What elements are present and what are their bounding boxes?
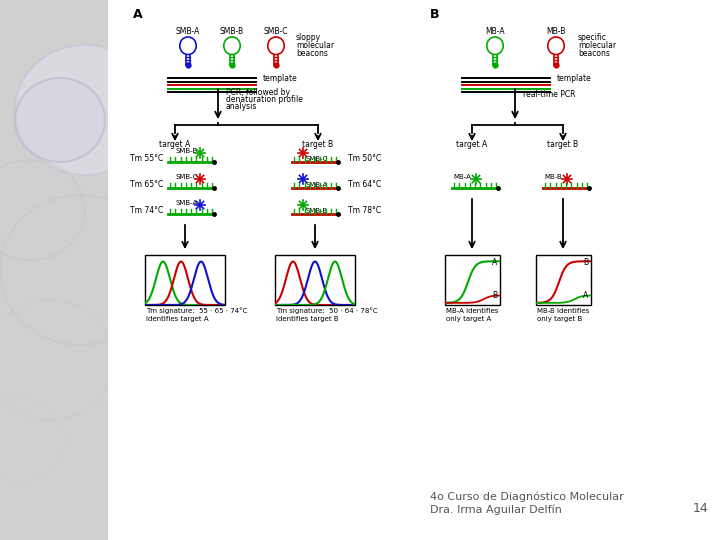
Text: Tm 74°C: Tm 74°C [130,206,163,215]
Text: SMB-A: SMB-A [305,182,328,188]
Text: MB-A identifies: MB-A identifies [446,308,498,314]
Text: SMB-B: SMB-B [176,148,198,154]
Text: MB-B identifies: MB-B identifies [537,308,589,314]
Text: Tm 55°C: Tm 55°C [130,154,163,163]
Text: target B: target B [302,140,333,149]
Text: SMB-B: SMB-B [305,208,327,214]
Text: only target B: only target B [537,316,582,322]
Ellipse shape [15,45,155,175]
Text: Dra. Irma Aguilar Delfín: Dra. Irma Aguilar Delfín [430,504,562,515]
Text: MB-B: MB-B [544,174,562,180]
Text: Tm 64°C: Tm 64°C [348,180,382,189]
Text: B: B [492,291,498,300]
Text: denaturation profile: denaturation profile [226,95,303,104]
Text: A: A [492,258,498,267]
Bar [108,0,720,540]
Text: target A: target A [456,140,487,149]
Text: target A: target A [159,140,191,149]
Bar [445,255,500,305]
Text: Tm signature:  50 · 64 · 78°C: Tm signature: 50 · 64 · 78°C [276,307,377,314]
Text: SMB-C: SMB-C [176,174,198,180]
Text: SMB-C: SMB-C [305,156,328,162]
Text: Tm signature:  55 · 65 · 74°C: Tm signature: 55 · 65 · 74°C [146,307,248,314]
Text: 4o Curso de Diagnóstico Molecular: 4o Curso de Diagnóstico Molecular [430,491,624,502]
Bar [145,255,225,305]
Text: template: template [263,74,298,83]
Text: molecular: molecular [296,41,334,50]
Text: SMB-C: SMB-C [264,27,288,36]
Text: SMB-B: SMB-B [220,27,244,36]
Text: specific: specific [578,33,607,42]
Text: template: template [557,74,592,83]
Text: SMB-A: SMB-A [176,27,200,36]
Bar [275,255,355,305]
Text: only target A: only target A [446,316,491,322]
Text: B: B [583,258,588,267]
Text: sloppy: sloppy [296,33,321,42]
Text: MB-A: MB-A [453,174,471,180]
Text: Tm 65°C: Tm 65°C [130,180,163,189]
Text: Tm 78°C: Tm 78°C [348,206,381,215]
Text: 14: 14 [692,502,708,515]
Text: target B: target B [547,140,579,149]
Text: beacons: beacons [296,49,328,58]
Text: MB-A: MB-A [485,27,505,36]
Text: A: A [583,291,588,300]
Bar [536,255,591,305]
Text: beacons: beacons [578,49,610,58]
Text: identifies target A: identifies target A [146,316,209,322]
Text: analysis: analysis [226,102,257,111]
Ellipse shape [15,78,105,162]
Text: Tm 50°C: Tm 50°C [348,154,382,163]
Text: SMB-A: SMB-A [176,200,198,206]
Text: identifies target B: identifies target B [276,316,338,322]
Text: molecular: molecular [578,41,616,50]
Text: PCR, followed by: PCR, followed by [226,88,290,97]
Bar [0,0,108,540]
Text: real-time PCR: real-time PCR [523,90,575,99]
Text: B: B [430,8,439,21]
Text: MB-B: MB-B [546,27,566,36]
Text: A: A [133,8,143,21]
